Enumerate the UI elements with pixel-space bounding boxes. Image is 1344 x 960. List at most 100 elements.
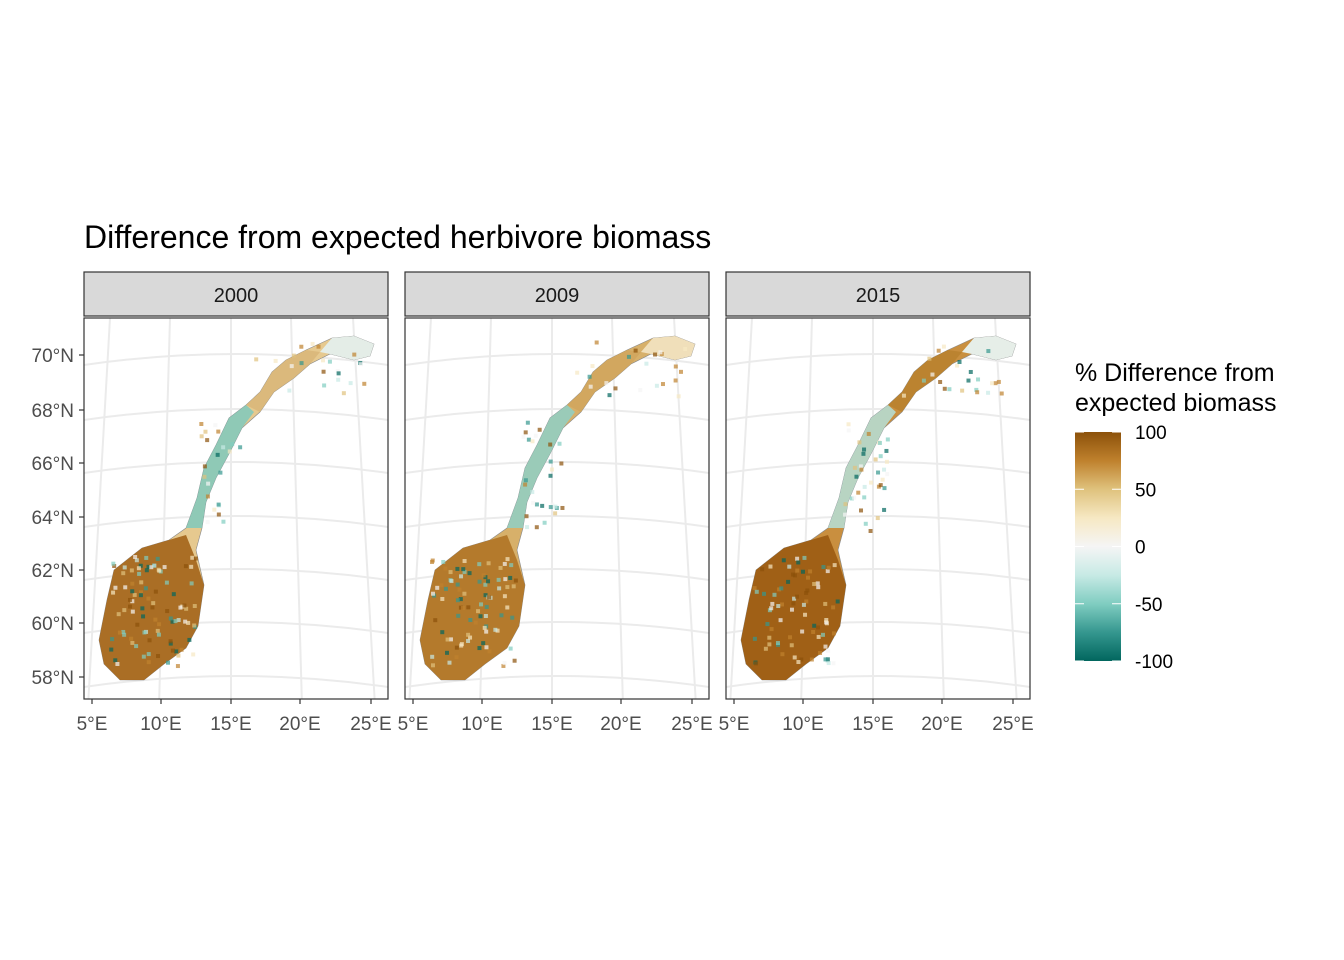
raster-cell: [843, 502, 848, 507]
latitude-axis: 70°N 68°N 66°N 64°N 62°N 60°N 58°N: [32, 346, 84, 689]
raster-cell: [752, 586, 757, 591]
graticule-parallel: [725, 408, 1031, 421]
raster-cell: [548, 442, 553, 447]
raster-cell: [134, 558, 139, 563]
raster-cell: [878, 483, 883, 488]
raster-cell: [875, 516, 880, 521]
raster-cell: [882, 486, 887, 491]
raster-cell: [176, 653, 181, 658]
facet-strip-label: 2009: [535, 285, 580, 307]
lon-tick-label: 25°E: [350, 714, 391, 735]
raster-cell: [861, 451, 866, 456]
raster-cell: [869, 480, 874, 485]
raster-cell: [779, 602, 784, 607]
raster-cell: [205, 494, 210, 499]
raster-cell: [986, 349, 991, 354]
region-north: [246, 350, 320, 412]
lon-tick-label: 5°E: [77, 714, 108, 735]
raster-cell: [459, 574, 464, 579]
raster-cell: [190, 555, 195, 560]
lon-tick-label: 10°E: [461, 714, 502, 735]
raster-cell: [138, 590, 143, 595]
raster-cell: [299, 361, 304, 366]
raster-cell: [335, 369, 340, 374]
raster-cell: [820, 632, 825, 637]
facet-strip: [83, 271, 389, 317]
raster-cell: [505, 585, 510, 590]
facet-strip-label: 2015: [856, 285, 901, 307]
raster-cell: [884, 459, 889, 464]
legend-tick-label: -100: [1135, 652, 1173, 673]
raster-cell: [289, 364, 294, 369]
lon-tick-label: 15°E: [852, 714, 893, 735]
raster-cell: [121, 571, 126, 576]
norway-map: [419, 335, 696, 681]
raster-cell: [878, 454, 883, 459]
raster-cell: [157, 568, 162, 573]
raster-cell: [466, 632, 471, 637]
raster-cell: [941, 344, 946, 349]
raster-cell: [205, 438, 210, 443]
raster-cell: [638, 388, 643, 393]
raster-cell: [165, 609, 170, 614]
raster-cell: [486, 579, 491, 584]
raster-cell: [885, 437, 890, 442]
raster-cell: [792, 596, 797, 601]
raster-cell: [854, 474, 859, 479]
raster-cell: [825, 569, 830, 574]
raster-cell: [151, 601, 156, 606]
raster-cell: [476, 609, 481, 614]
legend-ticks: 100 50 0 -50 -100: [1075, 423, 1173, 673]
raster-cell: [457, 587, 462, 592]
raster-cell: [957, 359, 962, 364]
panel-2015: 2015: [725, 271, 1031, 700]
raster-cell: [594, 340, 599, 345]
raster-cell: [202, 474, 207, 479]
raster-cell: [513, 578, 518, 583]
raster-cell: [462, 569, 467, 574]
legend-title-line2: expected biomass: [1075, 389, 1277, 417]
raster-cell: [117, 630, 122, 635]
raster-cell: [852, 465, 857, 470]
raster-cell: [321, 358, 326, 363]
raster-cell: [795, 594, 800, 599]
raster-cell: [149, 565, 154, 570]
raster-cell: [484, 629, 489, 634]
graticule-parallel: [83, 353, 389, 366]
raster-cell: [121, 629, 126, 634]
raster-cell: [497, 586, 502, 591]
raster-cell: [505, 557, 510, 562]
raster-cell: [348, 381, 353, 386]
region-finnmark: [962, 336, 1016, 360]
raster-cell: [826, 661, 831, 666]
raster-cell: [835, 599, 840, 604]
raster-cell: [816, 634, 821, 639]
raster-cell: [815, 581, 820, 586]
legend-tick-label: 0: [1135, 538, 1146, 559]
raster-cell: [216, 512, 221, 517]
graticule: [404, 317, 710, 700]
raster-cell: [123, 585, 128, 590]
raster-cell: [227, 449, 232, 454]
lat-tick-label: 64°N: [32, 508, 74, 529]
lon-tick-label: 10°E: [140, 714, 181, 735]
raster-cell: [542, 520, 547, 525]
raster-cell: [791, 572, 796, 577]
raster-cell: [110, 637, 115, 642]
raster-cell: [483, 582, 488, 587]
raster-cell: [534, 525, 539, 530]
lon-tick-label: 20°E: [279, 714, 320, 735]
raster-cell: [824, 620, 829, 625]
raster-cell: [445, 637, 450, 642]
raster-cell: [808, 569, 813, 574]
raster-cell: [182, 603, 187, 608]
region-central: [507, 405, 575, 528]
raster-cell: [882, 507, 887, 512]
raster-cell: [455, 582, 460, 587]
raster-cell: [462, 591, 467, 596]
panel-2000: 2000: [83, 271, 389, 700]
raster-cell: [468, 618, 473, 623]
raster-cell: [254, 357, 259, 362]
raster-cell: [122, 565, 127, 570]
raster-cell: [796, 560, 801, 565]
